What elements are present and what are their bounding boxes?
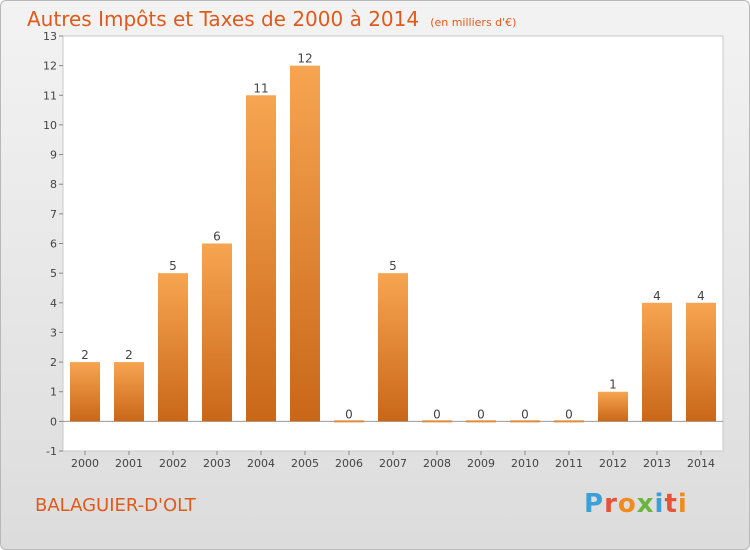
x-tick-label-2014: 2014 <box>687 457 715 470</box>
x-tick-label-2000: 2000 <box>71 457 99 470</box>
x-tick-label-2013: 2013 <box>643 457 671 470</box>
data-label-2013: 4 <box>653 289 661 303</box>
data-label-2006: 0 <box>345 407 353 421</box>
data-label-2004: 11 <box>253 81 268 95</box>
x-tick-label-2004: 2004 <box>247 457 275 470</box>
bar-2012 <box>598 391 628 422</box>
y-tick-label: 3 <box>50 326 57 339</box>
logo-letter: o <box>617 489 637 519</box>
proxiti-logo: Proxiti <box>584 489 688 519</box>
logo-letter: i <box>654 489 665 519</box>
y-tick-label: 6 <box>50 238 57 251</box>
title-block: Autres Impôts et Taxes de 2000 à 2014 (e… <box>27 7 516 31</box>
data-label-2007: 5 <box>389 259 397 273</box>
commune-name: BALAGUIER-D'OLT <box>35 495 196 516</box>
bar-2003 <box>202 243 232 422</box>
x-tick-label-2009: 2009 <box>467 457 495 470</box>
bar-2006 <box>334 420 364 423</box>
bar-2010 <box>510 420 540 423</box>
y-tick-label: 0 <box>50 415 57 428</box>
bar-2007 <box>378 273 408 422</box>
y-tick-label: 2 <box>50 356 57 369</box>
data-label-2011: 0 <box>565 407 573 421</box>
data-label-2003: 6 <box>213 230 221 244</box>
bar-2002 <box>158 273 188 422</box>
y-tick-label: 7 <box>50 208 57 221</box>
y-tick-label: 10 <box>43 119 57 132</box>
chart-unit: (en milliers d'€) <box>430 16 517 29</box>
x-tick-label-2011: 2011 <box>555 457 583 470</box>
x-tick-label-2007: 2007 <box>379 457 407 470</box>
logo-letter: x <box>636 489 655 519</box>
y-tick-label: 11 <box>43 89 57 102</box>
x-tick-label-2002: 2002 <box>159 457 187 470</box>
bar-2011 <box>554 420 584 423</box>
data-label-2001: 2 <box>125 348 133 362</box>
data-label-2014: 4 <box>697 289 705 303</box>
data-label-2008: 0 <box>433 407 441 421</box>
y-tick-label: 9 <box>50 149 57 162</box>
x-tick-label-2008: 2008 <box>423 457 451 470</box>
data-label-2012: 1 <box>609 378 617 392</box>
bar-2014 <box>686 302 716 422</box>
x-tick-label-2006: 2006 <box>335 457 363 470</box>
bar-2004 <box>246 95 276 422</box>
x-tick-label-2010: 2010 <box>511 457 539 470</box>
data-label-2005: 12 <box>297 52 312 66</box>
y-tick-label: 5 <box>50 267 57 280</box>
logo-letter: t <box>664 489 678 519</box>
y-tick-label: 12 <box>43 60 57 73</box>
chart-title: Autres Impôts et Taxes de 2000 à 2014 <box>27 7 420 31</box>
y-tick-label: -1 <box>46 445 57 458</box>
x-tick-label-2003: 2003 <box>203 457 231 470</box>
data-label-2010: 0 <box>521 407 529 421</box>
bar-2000 <box>70 362 100 422</box>
bar-2005 <box>290 65 320 422</box>
x-tick-label-2005: 2005 <box>291 457 319 470</box>
data-label-2002: 5 <box>169 259 177 273</box>
bar-2001 <box>114 362 144 422</box>
bar-2013 <box>642 302 672 422</box>
data-label-2000: 2 <box>81 348 89 362</box>
logo-letter: P <box>584 489 605 519</box>
x-tick-label-2001: 2001 <box>115 457 143 470</box>
data-label-2009: 0 <box>477 407 485 421</box>
y-tick-label: 8 <box>50 178 57 191</box>
y-tick-label: 1 <box>50 386 57 399</box>
bar-2009 <box>466 420 496 423</box>
y-tick-label: 4 <box>50 297 57 310</box>
logo-letter: r <box>604 489 618 519</box>
bar-2008 <box>422 420 452 423</box>
y-tick-label: 13 <box>43 30 57 43</box>
logo-letter: i <box>677 489 688 519</box>
x-tick-label-2012: 2012 <box>599 457 627 470</box>
